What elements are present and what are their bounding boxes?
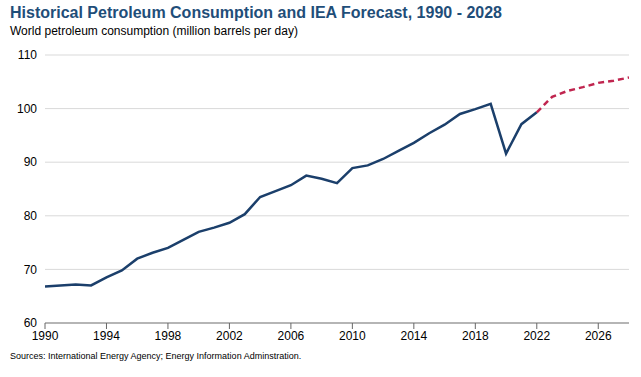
svg-text:1998: 1998 (155, 329, 182, 343)
svg-text:70: 70 (24, 263, 38, 277)
svg-text:2002: 2002 (216, 329, 243, 343)
svg-text:60: 60 (24, 316, 38, 330)
svg-text:2026: 2026 (585, 329, 612, 343)
svg-text:100: 100 (17, 102, 37, 116)
svg-text:1994: 1994 (93, 329, 120, 343)
svg-text:110: 110 (18, 48, 37, 62)
html-text:Historical Petroleum Consumpti: Historical Petroleum Consumption and IEA… (10, 4, 502, 21)
svg-text:2006: 2006 (278, 329, 305, 343)
svg-text:2014: 2014 (400, 329, 427, 343)
svg-text:2018: 2018 (462, 329, 489, 343)
svg-text:80: 80 (24, 209, 38, 223)
svg-text:90: 90 (24, 155, 38, 169)
html-text:Sources: International Energy: Sources: International Energy Agency; En… (10, 351, 302, 361)
svg-text:2022: 2022 (523, 329, 550, 343)
html-text:World petroleum consumption (m: World petroleum consumption (million bar… (10, 24, 298, 38)
svg-text:2010: 2010 (339, 329, 366, 343)
svg-text:1990: 1990 (32, 329, 59, 343)
